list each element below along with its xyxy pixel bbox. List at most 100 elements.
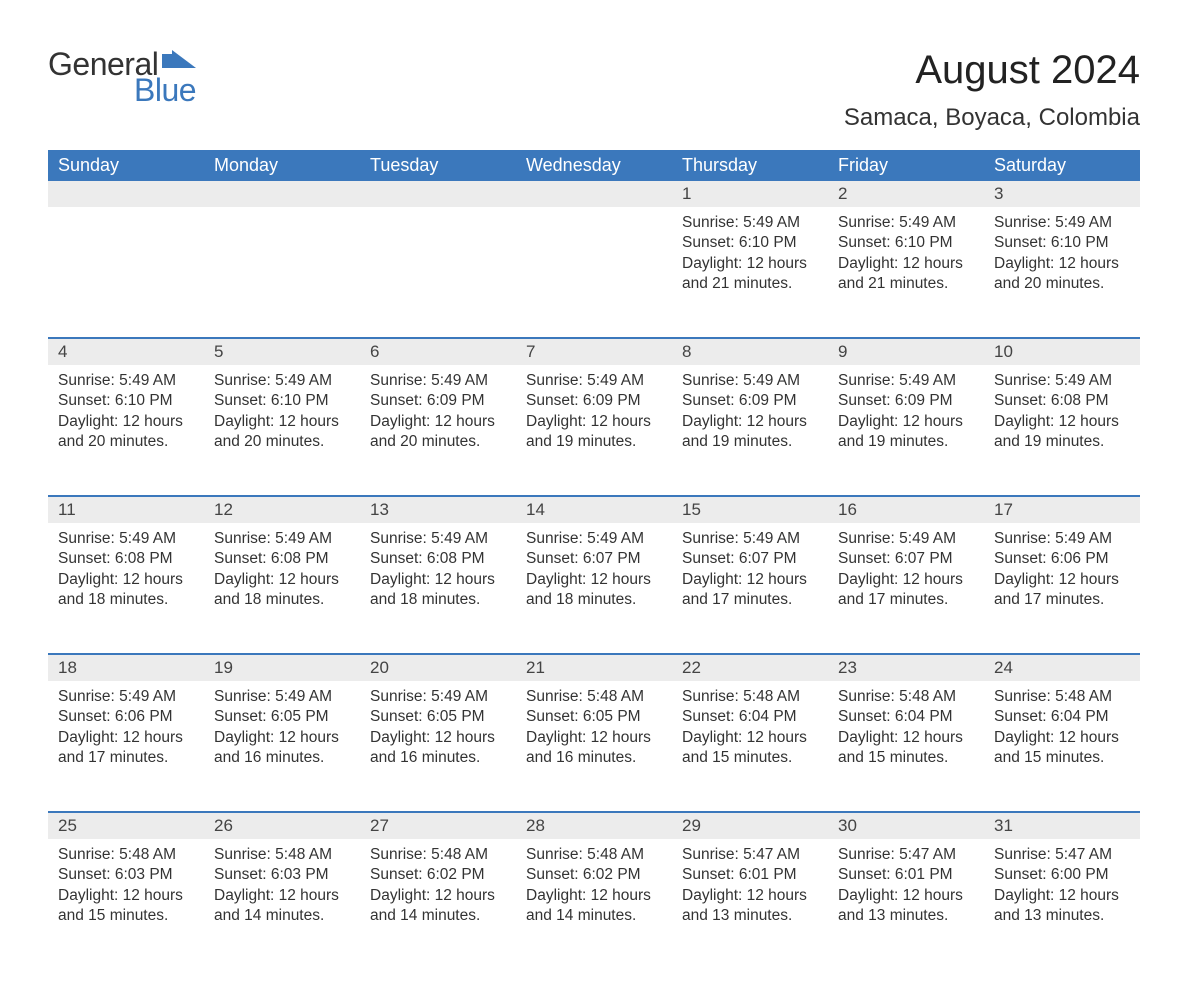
sunset-line: Sunset: 6:09 PM [838,391,974,411]
day-number-empty [204,181,360,207]
sunset-line: Sunset: 6:10 PM [682,233,818,253]
sunset-line: Sunset: 6:02 PM [370,865,506,885]
day-number: 8 [672,337,828,365]
day-details: Sunrise: 5:49 AMSunset: 6:08 PMDaylight:… [360,523,516,627]
daynum-row: 123 [48,181,1140,207]
day-details: Sunrise: 5:49 AMSunset: 6:10 PMDaylight:… [204,365,360,469]
daylight-line: Daylight: 12 hours and 14 minutes. [370,886,506,927]
day-number: 18 [48,653,204,681]
sunrise-line: Sunrise: 5:49 AM [58,529,194,549]
calendar-cell: Sunrise: 5:49 AMSunset: 6:06 PMDaylight:… [48,681,204,811]
day-number: 10 [984,337,1140,365]
sunrise-line: Sunrise: 5:48 AM [526,845,662,865]
daylight-line: Daylight: 12 hours and 20 minutes. [58,412,194,453]
calendar-cell: Sunrise: 5:48 AMSunset: 6:05 PMDaylight:… [516,681,672,811]
day-number: 16 [828,495,984,523]
daynum-row: 11121314151617 [48,495,1140,523]
calendar-cell: Sunrise: 5:49 AMSunset: 6:08 PMDaylight:… [984,365,1140,495]
sunset-line: Sunset: 6:08 PM [214,549,350,569]
sunrise-line: Sunrise: 5:49 AM [994,213,1130,233]
sunrise-line: Sunrise: 5:49 AM [370,529,506,549]
daylight-line: Daylight: 12 hours and 15 minutes. [994,728,1130,769]
day-number: 22 [672,653,828,681]
day-number-empty [360,181,516,207]
calendar-cell: Sunrise: 5:47 AMSunset: 6:01 PMDaylight:… [672,839,828,969]
title-block: August 2024 Samaca, Boyaca, Colombia [844,48,1140,142]
sunrise-line: Sunrise: 5:49 AM [370,687,506,707]
weekday-header: Sunday [48,150,204,181]
sunset-line: Sunset: 6:01 PM [838,865,974,885]
sunset-line: Sunset: 6:01 PM [682,865,818,885]
brand-word-2: Blue [134,74,196,106]
sunset-line: Sunset: 6:10 PM [838,233,974,253]
day-number: 3 [984,181,1140,207]
day-number: 15 [672,495,828,523]
daylight-line: Daylight: 12 hours and 15 minutes. [58,886,194,927]
calendar-cell: Sunrise: 5:49 AMSunset: 6:10 PMDaylight:… [672,207,828,337]
calendar-cell: Sunrise: 5:49 AMSunset: 6:09 PMDaylight:… [672,365,828,495]
calendar-cell: Sunrise: 5:48 AMSunset: 6:04 PMDaylight:… [984,681,1140,811]
day-number: 25 [48,811,204,839]
sunset-line: Sunset: 6:09 PM [370,391,506,411]
calendar-cell: Sunrise: 5:49 AMSunset: 6:07 PMDaylight:… [516,523,672,653]
calendar-cell: Sunrise: 5:49 AMSunset: 6:06 PMDaylight:… [984,523,1140,653]
calendar-cell: Sunrise: 5:49 AMSunset: 6:09 PMDaylight:… [516,365,672,495]
day-details: Sunrise: 5:49 AMSunset: 6:10 PMDaylight:… [984,207,1140,311]
calendar-cell: Sunrise: 5:49 AMSunset: 6:08 PMDaylight:… [360,523,516,653]
calendar-table: Sunday Monday Tuesday Wednesday Thursday… [48,150,1140,969]
daylight-line: Daylight: 12 hours and 18 minutes. [526,570,662,611]
day-details: Sunrise: 5:49 AMSunset: 6:07 PMDaylight:… [828,523,984,627]
sunset-line: Sunset: 6:07 PM [526,549,662,569]
sunset-line: Sunset: 6:06 PM [58,707,194,727]
sunset-line: Sunset: 6:05 PM [526,707,662,727]
day-number: 12 [204,495,360,523]
day-number: 1 [672,181,828,207]
daylight-line: Daylight: 12 hours and 14 minutes. [526,886,662,927]
day-details: Sunrise: 5:49 AMSunset: 6:05 PMDaylight:… [204,681,360,785]
sunrise-line: Sunrise: 5:49 AM [838,213,974,233]
sunset-line: Sunset: 6:05 PM [214,707,350,727]
sunrise-line: Sunrise: 5:47 AM [682,845,818,865]
daylight-line: Daylight: 12 hours and 16 minutes. [370,728,506,769]
sunrise-line: Sunrise: 5:49 AM [526,371,662,391]
daylight-line: Daylight: 12 hours and 18 minutes. [214,570,350,611]
sunset-line: Sunset: 6:07 PM [682,549,818,569]
sunset-line: Sunset: 6:04 PM [838,707,974,727]
day-details: Sunrise: 5:48 AMSunset: 6:02 PMDaylight:… [360,839,516,943]
calendar-cell: Sunrise: 5:48 AMSunset: 6:02 PMDaylight:… [516,839,672,969]
sunrise-line: Sunrise: 5:48 AM [214,845,350,865]
weekday-header-row: Sunday Monday Tuesday Wednesday Thursday… [48,150,1140,181]
day-number-empty [48,181,204,207]
daylight-line: Daylight: 12 hours and 18 minutes. [370,570,506,611]
header-row: General Blue August 2024 Samaca, Boyaca,… [48,48,1140,142]
sunrise-line: Sunrise: 5:49 AM [58,371,194,391]
sunrise-line: Sunrise: 5:47 AM [838,845,974,865]
day-details: Sunrise: 5:49 AMSunset: 6:09 PMDaylight:… [672,365,828,469]
day-number: 17 [984,495,1140,523]
day-number: 20 [360,653,516,681]
sunrise-line: Sunrise: 5:49 AM [682,213,818,233]
sunset-line: Sunset: 6:10 PM [58,391,194,411]
calendar-body: 123Sunrise: 5:49 AMSunset: 6:10 PMDaylig… [48,181,1140,969]
month-title: August 2024 [844,48,1140,92]
day-details: Sunrise: 5:47 AMSunset: 6:00 PMDaylight:… [984,839,1140,943]
day-number: 24 [984,653,1140,681]
day-details: Sunrise: 5:49 AMSunset: 6:09 PMDaylight:… [516,365,672,469]
sunrise-line: Sunrise: 5:49 AM [370,371,506,391]
day-number: 27 [360,811,516,839]
calendar-cell: Sunrise: 5:49 AMSunset: 6:10 PMDaylight:… [828,207,984,337]
daylight-line: Daylight: 12 hours and 19 minutes. [838,412,974,453]
daylight-line: Daylight: 12 hours and 20 minutes. [370,412,506,453]
calendar-cell: Sunrise: 5:49 AMSunset: 6:08 PMDaylight:… [48,523,204,653]
brand-logo: General Blue [48,48,196,106]
sunset-line: Sunset: 6:09 PM [526,391,662,411]
calendar-cell: Sunrise: 5:49 AMSunset: 6:07 PMDaylight:… [828,523,984,653]
day-details: Sunrise: 5:48 AMSunset: 6:02 PMDaylight:… [516,839,672,943]
daylight-line: Daylight: 12 hours and 20 minutes. [994,254,1130,295]
day-details: Sunrise: 5:47 AMSunset: 6:01 PMDaylight:… [828,839,984,943]
day-details: Sunrise: 5:49 AMSunset: 6:10 PMDaylight:… [672,207,828,311]
sunset-line: Sunset: 6:03 PM [58,865,194,885]
calendar-cell: Sunrise: 5:47 AMSunset: 6:01 PMDaylight:… [828,839,984,969]
weekday-header: Monday [204,150,360,181]
weekday-header: Tuesday [360,150,516,181]
